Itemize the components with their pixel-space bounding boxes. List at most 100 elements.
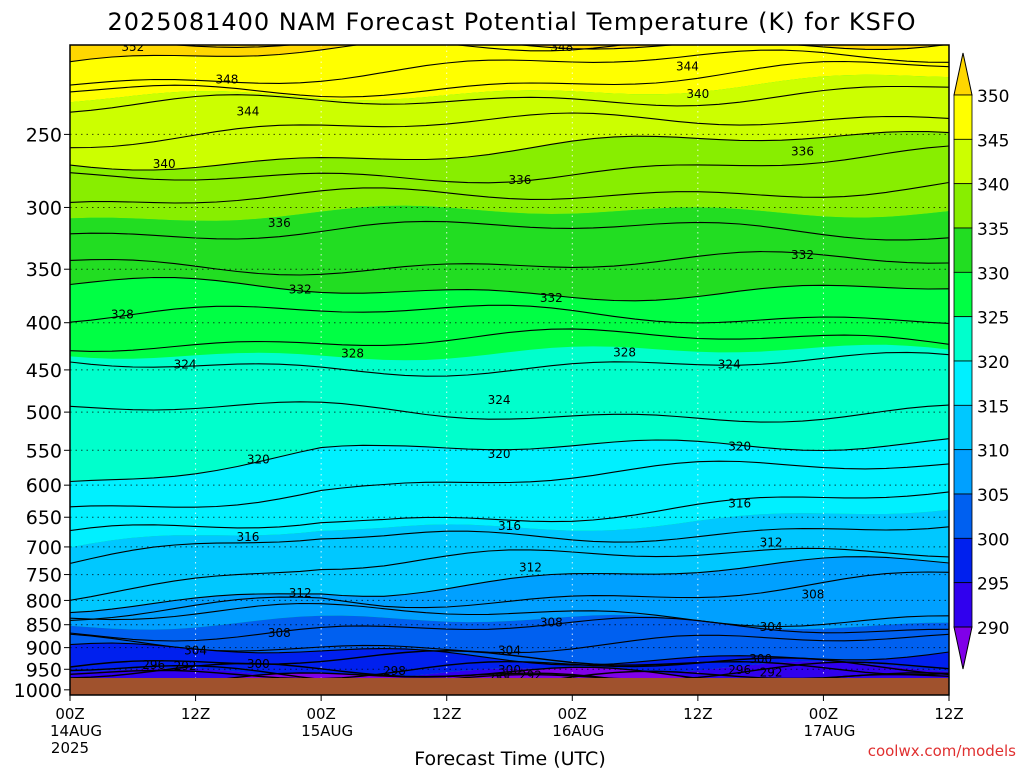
contour-label: 300	[247, 657, 270, 671]
contour-label: 320	[728, 440, 751, 454]
contour-label: 312	[289, 586, 312, 600]
contour-label: 324	[174, 358, 197, 372]
contour-label: 328	[613, 346, 636, 360]
x-tick-label: 00Z	[306, 705, 335, 723]
colorbar-label: 300	[977, 530, 1009, 550]
contour-label: 332	[791, 248, 814, 262]
colorbar-label: 310	[977, 442, 1009, 462]
colorbar-label: 350	[977, 87, 1009, 107]
theta-band	[70, 45, 944, 62]
contour-label: 336	[509, 173, 532, 187]
isentrope-line	[70, 460, 949, 508]
y-tick-label: 550	[26, 440, 62, 462]
contour-label: 292	[174, 659, 197, 673]
x-tick-label: 12Z	[934, 705, 963, 723]
contour-label: 344	[676, 59, 699, 73]
y-tick-label: 850	[26, 615, 62, 637]
x-tick-label: 00Z	[809, 705, 838, 723]
contour-label: 348	[550, 40, 573, 54]
isentrope-line	[70, 49, 949, 86]
isentrope-line	[70, 351, 949, 377]
contour-label: 304	[184, 643, 207, 657]
isentrope-line	[70, 616, 949, 642]
colorbar-segment	[953, 537, 973, 584]
y-tick-label: 1000	[14, 680, 62, 702]
colorbar-segment	[953, 404, 973, 451]
isentrope-line	[70, 438, 949, 483]
y-tick-label: 900	[26, 638, 62, 660]
colorbar-label: 315	[977, 397, 1009, 417]
colorbar-arrow-bottom	[953, 626, 973, 670]
isentrope-line	[70, 304, 949, 324]
x-tick-year: 2025	[51, 739, 89, 757]
theta-band	[70, 74, 949, 170]
colorbar-arrow-top	[953, 52, 973, 96]
x-tick-label: 12Z	[181, 705, 210, 723]
isentrope-line	[70, 112, 949, 149]
colorbar-label: 330	[977, 264, 1009, 284]
contour-label: 328	[341, 347, 364, 361]
isentrope-line	[70, 328, 949, 352]
colorbar-segment	[953, 449, 973, 495]
colorbar-segment	[953, 493, 973, 539]
contour-label: 304	[760, 620, 783, 634]
isentrope-line	[70, 491, 949, 532]
contour-label: 308	[540, 615, 563, 629]
y-tick-label: 250	[26, 124, 62, 146]
plot-area: 352 348 348 344 344 340 340 336 336 336 332 332 332 3…	[70, 40, 949, 695]
theta-band	[70, 45, 949, 103]
isentrope-line	[70, 649, 949, 676]
colorbar-label: 290	[977, 619, 1009, 639]
colorbar-label: 320	[977, 353, 1009, 373]
y-tick-label: 750	[26, 565, 62, 587]
theta-band	[70, 556, 949, 630]
contour-label: 340	[153, 157, 176, 171]
contour-label: 332	[289, 282, 312, 296]
colorbar-label: 305	[977, 486, 1009, 506]
x-tick-date: 17AUG	[803, 722, 855, 740]
isentrope-line	[70, 145, 949, 184]
isentrope-line	[70, 571, 949, 621]
isentrope-line	[70, 526, 949, 565]
colorbar-segment	[953, 94, 973, 140]
gridlines	[70, 45, 949, 695]
y-tick-label: 400	[26, 313, 62, 335]
contour-label: 316	[236, 530, 259, 544]
x-tick-label: 00Z	[55, 705, 84, 723]
y-tick-label: 450	[26, 360, 62, 382]
contour-label: 340	[686, 87, 709, 101]
contour-label: 312	[760, 535, 783, 549]
y-tick-label: 500	[26, 402, 62, 424]
contour-label: 332	[540, 291, 563, 305]
isentrope-line	[70, 130, 949, 171]
footer-credit[interactable]: coolwx.com/models	[868, 742, 1016, 760]
contour-label: 320	[488, 447, 511, 461]
colorbar-segment	[953, 227, 973, 273]
y-tick-label: 600	[26, 475, 62, 497]
colorbar-legend: 350 345 340 335 330 325 320 315 310 305 300 295 290	[953, 52, 1009, 670]
contour-label: 316	[728, 496, 751, 510]
isentrope-line	[70, 60, 949, 98]
isentrope-line	[169, 45, 626, 52]
x-axis-label: Forecast Time (UTC)	[414, 748, 605, 768]
colorbar-label: 335	[977, 220, 1009, 240]
isentrope-line	[70, 401, 949, 423]
contour-label: 324	[718, 358, 741, 372]
y-tick-label: 950	[26, 659, 62, 681]
contour-label: 336	[791, 145, 814, 159]
colorbar-label: 325	[977, 309, 1009, 329]
isentrope-line	[70, 181, 949, 204]
isentrope-line	[70, 661, 949, 684]
theta-band	[70, 344, 949, 482]
contour-label: 296	[728, 663, 751, 677]
y-tick-label: 300	[26, 197, 62, 219]
contour-label: 320	[247, 453, 270, 467]
contour-label: 300	[749, 652, 772, 666]
colorbar-label: 340	[977, 176, 1009, 196]
contour-label: 308	[268, 626, 291, 640]
isentrope-line	[70, 556, 949, 614]
x-tick-label: 00Z	[558, 705, 587, 723]
potential-temperature-bands	[70, 45, 949, 695]
contour-label: 312	[519, 561, 542, 575]
